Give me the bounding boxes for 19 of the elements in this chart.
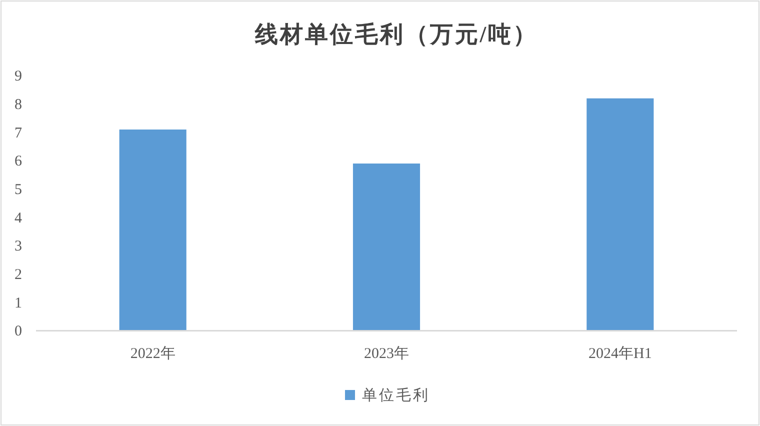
y-tick-label: 7 bbox=[14, 125, 22, 142]
bar bbox=[352, 164, 420, 331]
x-tick-label: 2022年 bbox=[130, 345, 176, 362]
y-tick-label: 1 bbox=[14, 295, 22, 312]
legend-label: 单位毛利 bbox=[362, 387, 430, 404]
y-tick-label: 8 bbox=[14, 97, 22, 114]
y-tick-label: 3 bbox=[14, 238, 22, 255]
y-tick-label: 5 bbox=[14, 182, 22, 198]
bar bbox=[586, 98, 654, 331]
y-tick-label: 6 bbox=[14, 154, 22, 170]
y-tick-label: 2 bbox=[14, 267, 22, 284]
chart-title: 线材单位毛利（万元/吨） bbox=[254, 22, 538, 47]
y-tick-label: 9 bbox=[14, 68, 22, 85]
y-tick-label: 4 bbox=[14, 210, 22, 226]
y-tick-label: 0 bbox=[14, 324, 22, 340]
x-tick-label: 2023年 bbox=[364, 345, 409, 362]
x-tick-label: 2024年H1 bbox=[588, 345, 652, 362]
legend: 单位毛利 bbox=[345, 388, 430, 404]
bar bbox=[119, 130, 186, 331]
